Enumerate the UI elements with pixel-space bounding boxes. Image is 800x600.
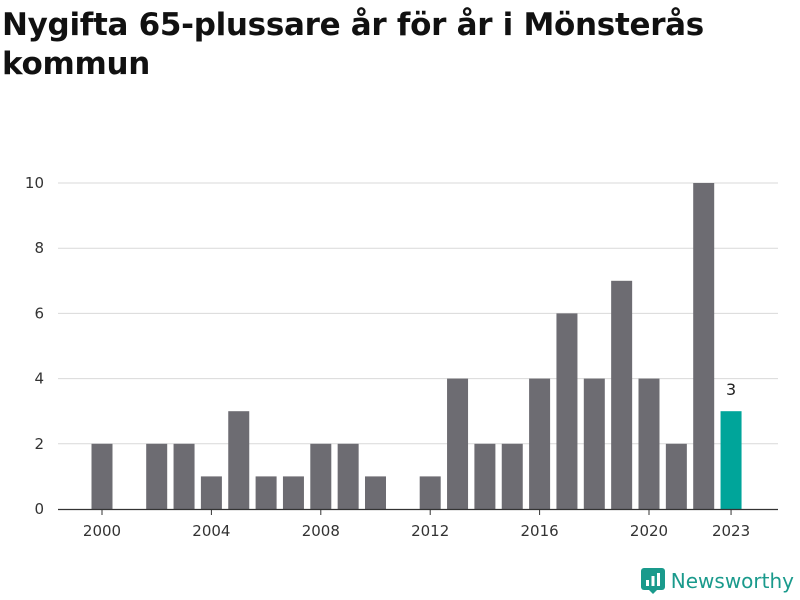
x-tick-label-2023: 2023	[712, 522, 750, 540]
bar-2020	[638, 378, 660, 509]
bar-2002	[146, 443, 168, 509]
bar-2012	[419, 476, 441, 509]
y-tick-label-0: 0	[34, 500, 44, 518]
newsworthy-logo-icon	[640, 568, 665, 594]
bar-2007	[282, 476, 304, 509]
x-tick-label-2000: 2000	[83, 522, 121, 540]
bar-2009	[337, 443, 359, 509]
bar-2014	[474, 443, 496, 509]
x-tick-label-2008: 2008	[302, 522, 340, 540]
x-tick-label-2012: 2012	[411, 522, 449, 540]
y-tick-label-4: 4	[34, 370, 44, 388]
bar-2006	[255, 476, 277, 509]
y-tick-label-2: 2	[34, 435, 44, 453]
bar-2013	[447, 378, 469, 509]
y-tick-label-10: 10	[25, 174, 44, 192]
x-tick-label-2004: 2004	[192, 522, 230, 540]
bar-2005	[228, 411, 250, 509]
bar-2019	[611, 280, 633, 509]
x-tick-label-2020: 2020	[630, 522, 668, 540]
data-label-2023: 3	[726, 380, 736, 399]
bar-2023	[720, 411, 742, 509]
bar-2021	[665, 443, 687, 509]
bar-2018	[583, 378, 605, 509]
y-tick-label-6: 6	[34, 304, 44, 322]
bar-2003	[173, 443, 195, 509]
bar-2017	[556, 313, 578, 509]
bar-2000	[91, 443, 113, 509]
x-tick-label-2016: 2016	[521, 522, 559, 540]
bar-2008	[310, 443, 332, 509]
bar-2004	[200, 476, 222, 509]
bar-2022	[693, 183, 715, 509]
bar-2015	[501, 443, 523, 509]
chart-title: Nygifta 65-plussare år för år i Mönsterå…	[2, 7, 704, 82]
bar-chart: 0 2 4 6 8 10 3 2000 2004 2008 2012 2016 2020 2023	[25, 174, 778, 540]
brand-name: Newsworthy	[670, 569, 794, 593]
bar-2010	[365, 476, 386, 509]
bar-2016	[529, 378, 551, 509]
y-tick-label-8: 8	[34, 239, 44, 257]
newsworthy-brand[interactable]: Newsworthy	[640, 568, 794, 594]
